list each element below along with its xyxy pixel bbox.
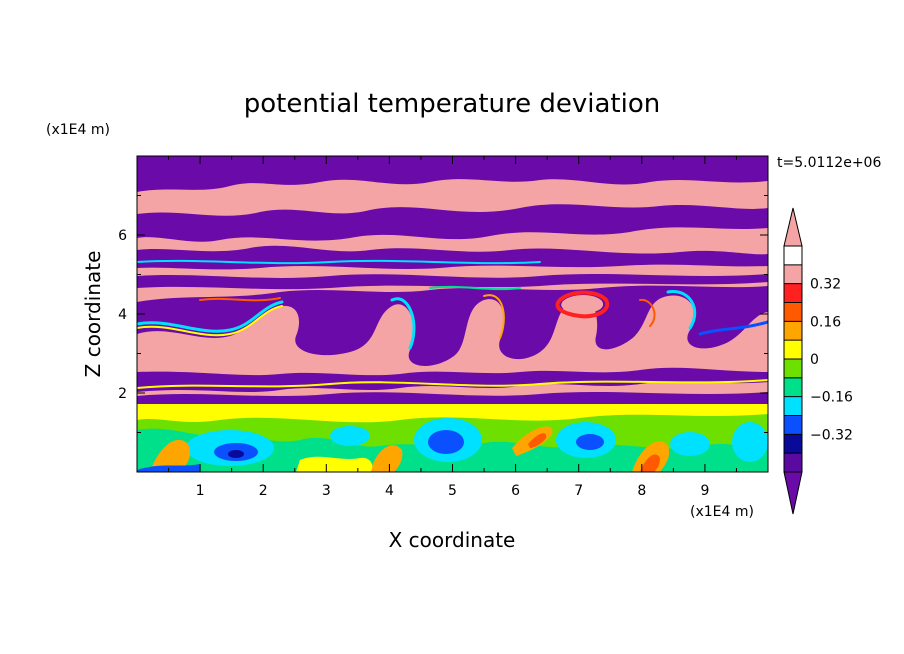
colorbar-segment	[784, 434, 802, 454]
colorbar-tick-label: −0.16	[810, 390, 853, 406]
pink-loop	[555, 290, 610, 319]
upper-band-1	[137, 156, 768, 192]
x-tick-label: 8	[637, 483, 646, 499]
x-axis: 1 2 3 4 5 6 7 8 9	[168, 156, 737, 499]
chart-title: potential temperature deviation	[244, 89, 660, 119]
colorbar-segment	[784, 415, 802, 435]
colorbar-segment	[784, 453, 802, 472]
x-tick-label: 4	[385, 483, 394, 499]
x-tick-label: 6	[511, 483, 520, 499]
colorbar-tick-label: −0.32	[810, 427, 853, 443]
x-tick-label: 7	[574, 483, 583, 499]
pink-intrusion-1	[137, 295, 768, 376]
y-tick-label: 2	[118, 386, 127, 402]
colorbar: −0.32 −0.16 0 0.16 0.32	[783, 207, 853, 515]
upper-band-2	[137, 204, 768, 242]
x-tick-label: 1	[196, 483, 205, 499]
colorbar-segment	[784, 264, 802, 284]
colorbar-over-arrow	[783, 207, 803, 247]
x-tick-label: 2	[259, 483, 268, 499]
x-tick-label: 3	[322, 483, 331, 499]
colorbar-tick-label: 0	[810, 352, 819, 368]
x-tick-label: 5	[448, 483, 457, 499]
x-unit-label: (x1E4 m)	[690, 504, 754, 520]
bottom-eddies	[137, 404, 768, 472]
y-unit-label: (x1E4 m)	[46, 122, 110, 138]
upper-band-4	[137, 274, 768, 290]
colorbar-under-arrow	[783, 471, 803, 515]
interface-rims	[137, 259, 768, 389]
y-axis-label: Z coordinate	[81, 251, 105, 378]
pink-loop-fill	[561, 295, 604, 314]
colorbar-tick-label: 0.16	[810, 314, 841, 330]
x-axis-label: X coordinate	[389, 528, 516, 552]
y-tick-label: 4	[118, 307, 127, 323]
colorbar-segment	[784, 377, 802, 397]
contour-field	[137, 156, 768, 472]
colorbar-segment	[784, 396, 802, 416]
y-axis: 2 4 6	[118, 195, 768, 433]
colorbar-segment	[784, 359, 802, 378]
time-label: t=5.0112e+06	[777, 155, 881, 171]
colorbar-segment	[784, 321, 802, 341]
colorbar-segment	[784, 302, 802, 322]
x-tick-label: 9	[700, 483, 709, 499]
y-tick-label: 6	[118, 228, 127, 244]
colorbar-segment	[784, 283, 802, 303]
colorbar-segment	[784, 340, 802, 359]
colorbar-tick-label: 0.32	[810, 277, 841, 293]
